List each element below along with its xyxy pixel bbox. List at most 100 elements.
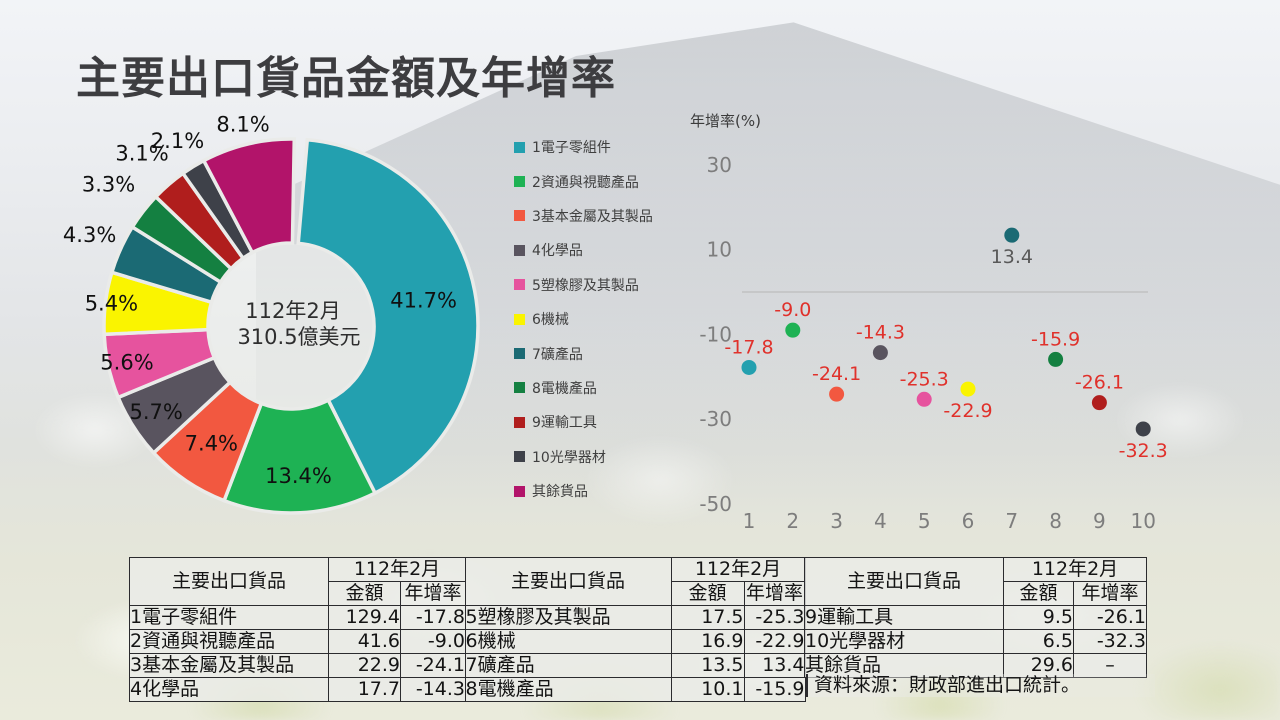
- legend-item-1: 1電子零組件: [514, 130, 653, 164]
- table-header-amount: 金額: [328, 581, 401, 606]
- donut-slice-label: 5.7%: [130, 400, 183, 424]
- scatter-point-label: -32.3: [1119, 440, 1168, 462]
- donut-slice-label: 5.6%: [100, 350, 153, 374]
- export-table-3: 主要出口貨品 112年2月 金額 年增率 9運輸工具 9.5 -26.1 10光學器材 6.5-…: [804, 557, 1147, 678]
- table-row: 8電機產品 10.1 -15.9: [464, 677, 806, 702]
- scatter-point-label: -17.8: [724, 336, 773, 358]
- table-header-period: 112年2月: [670, 557, 806, 582]
- scatter-x-tick-label: 1: [743, 509, 756, 533]
- table-row: 4化學品 17.7 -14.3: [129, 677, 466, 702]
- scatter-y-axis-label: 年增率(%): [690, 112, 761, 130]
- table-cell-name: 1電子零組件: [129, 605, 329, 630]
- legend-swatch-icon: [514, 451, 525, 463]
- table-header-amount: 金額: [670, 581, 745, 606]
- scatter-point-label: -24.1: [812, 363, 861, 385]
- table-cell-amount: 10.1: [670, 677, 745, 702]
- table-cell-amount: 9.5: [1003, 605, 1074, 630]
- table-cell-amount: 13.5: [670, 653, 745, 678]
- donut-slice-1: [296, 137, 480, 496]
- table-row: 3基本金屬及其製品 22.9 -24.1: [129, 653, 466, 678]
- legend-item-5: 5塑橡膠及其製品: [514, 268, 653, 302]
- table-cell-name: 10光學器材: [804, 629, 1004, 654]
- scatter-point-8: [1048, 351, 1064, 367]
- donut-slice-label: 7.4%: [185, 432, 238, 456]
- table-cell-name: 6機械: [464, 629, 672, 654]
- donut-center-label-period: 112年2月: [245, 299, 340, 323]
- table-row: 1電子零組件 129.4 -17.8: [129, 605, 466, 630]
- legend-item-label: 10光學器材: [532, 449, 606, 466]
- legend-item-3: 3基本金屬及其製品: [514, 199, 653, 233]
- source-note: 資料來源：財政部進出口統計。: [806, 674, 1155, 697]
- table-row: 2資通與視聽產品 41.6 -9.0: [129, 629, 466, 654]
- donut-slice-label: 5.4%: [85, 292, 138, 316]
- donut-slice-label: 8.1%: [216, 113, 269, 137]
- table-header-product: 主要出口貨品: [129, 557, 329, 606]
- table-cell-name: 3基本金屬及其製品: [129, 653, 329, 678]
- legend-item-4: 4化學品: [514, 233, 653, 267]
- scatter-x-tick-label: 8: [1049, 509, 1062, 533]
- legend-item-10: 10光學器材: [514, 440, 653, 474]
- legend-swatch-icon: [514, 485, 525, 497]
- scatter-point-4: [872, 345, 888, 361]
- legend-item-label: 2資通與視聽產品: [532, 174, 639, 191]
- table-header-amount: 金額: [1003, 581, 1074, 606]
- legend-swatch-icon: [514, 348, 525, 360]
- scatter-x-tick-label: 3: [830, 509, 843, 533]
- legend-swatch-icon: [514, 141, 525, 153]
- legend-swatch-icon: [514, 416, 525, 428]
- donut-slice-label: 4.3%: [63, 223, 116, 247]
- scatter-x-tick-label: 5: [918, 509, 931, 533]
- legend-item-label: 7礦產品: [532, 346, 583, 363]
- legend-item-label: 5塑橡膠及其製品: [532, 277, 639, 294]
- scatter-x-tick-label: 7: [1005, 509, 1018, 533]
- scatter-point-label: -14.3: [856, 322, 905, 344]
- scatter-x-tick-label: 2: [786, 509, 799, 533]
- legend-swatch-icon: [514, 244, 525, 256]
- scatter-point-label: -9.0: [774, 299, 811, 321]
- legend-item-label: 9運輸工具: [532, 415, 597, 432]
- page-title: 主要出口貨品金額及年增率: [76, 53, 616, 104]
- table-cell-amount: 16.9: [670, 629, 745, 654]
- legend-item-7: 7礦產品: [514, 336, 653, 370]
- scatter-point-label: -26.1: [1075, 372, 1124, 394]
- scatter-point-7: [1004, 227, 1020, 243]
- table-row: 9運輸工具 9.5 -26.1: [804, 605, 1147, 630]
- legend-item-9: 9運輸工具: [514, 405, 653, 439]
- donut-slice-label: 41.7%: [390, 289, 457, 313]
- legend-swatch-icon: [514, 176, 525, 188]
- legend-item-label: 3基本金屬及其製品: [532, 208, 653, 225]
- table-cell-name: 5塑橡膠及其製品: [464, 605, 672, 630]
- legend-item-label: 8電機產品: [532, 380, 597, 397]
- legend-item-label: 6機械: [532, 312, 569, 329]
- donut-slice-label: 13.4%: [265, 464, 332, 488]
- scatter-chart: 30 10 -10 -30 -50 1 2 3 4 5 6 7 8 9 10 -17.8-9.0 -24.1 -1…: [699, 153, 1168, 533]
- scatter-x-tick-label: 9: [1093, 509, 1106, 533]
- table-row: 6機械 16.9 -22.9: [464, 629, 806, 654]
- table-cell-growth: -17.8: [400, 605, 466, 630]
- table-row: 5塑橡膠及其製品 17.5 -25.3: [464, 605, 806, 630]
- table-cell-amount: 17.5: [670, 605, 745, 630]
- scatter-point-3: [829, 386, 845, 402]
- table-cell-growth: 13.4: [743, 653, 806, 678]
- table-header-growth: 年增率: [1073, 581, 1147, 606]
- legend-item-2: 2資通與視聽產品: [514, 164, 653, 198]
- scatter-x-tick-label: 10: [1130, 509, 1155, 533]
- scatter-y-tick-label: 30: [707, 153, 732, 177]
- table-cell-growth: -26.1: [1073, 605, 1147, 630]
- legend-swatch-icon: [514, 210, 525, 222]
- table-cell-name: 9運輸工具: [804, 605, 1004, 630]
- legend-item-label: 1電子零組件: [532, 140, 611, 157]
- table-row: 其餘貨品 29.6–: [804, 653, 1147, 678]
- pie-legend: 1電子零組件 2資通與視聽產品 3基本金屬及其製品 4化學品 5塑橡膠及其製品 6機械 7礦…: [514, 130, 653, 508]
- legend-swatch-icon: [514, 382, 525, 394]
- legend-item-label: 其餘貨品: [532, 484, 588, 501]
- table-row: 10光學器材 6.5 -32.3: [804, 629, 1147, 654]
- donut-chart: 41.7% 13.4% 7.4%5.7% 5.6% 5.4% 4.3% 3.3% 3.1%2.…: [63, 113, 480, 515]
- donut-slice-label: 3.3%: [82, 172, 135, 196]
- donut-slice-label: 2.1%: [151, 129, 204, 153]
- table-cell-name: 8電機產品: [464, 677, 672, 702]
- scatter-point-label: -25.3: [900, 368, 949, 390]
- scatter-y-tick-label: -50: [699, 492, 732, 516]
- scatter-point-5: [916, 391, 932, 407]
